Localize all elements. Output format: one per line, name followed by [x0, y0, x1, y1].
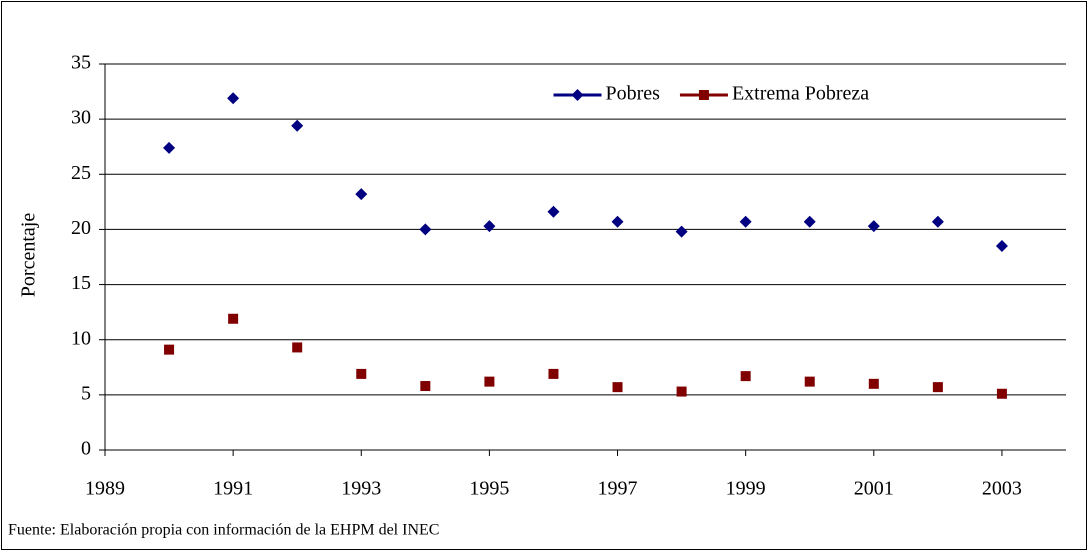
marker [355, 188, 368, 201]
marker [291, 119, 304, 132]
marker [675, 225, 688, 238]
marker [867, 220, 880, 233]
y-tick-label: 0 [81, 438, 91, 460]
y-axis-title: Porcentaje [18, 213, 40, 298]
source-note: Fuente: Elaboración propia con informaci… [8, 522, 439, 539]
marker [698, 90, 709, 100]
y-tick-label: 25 [71, 162, 91, 184]
x-tick-label: 1995 [469, 478, 509, 500]
legend-label: Pobres [606, 83, 661, 105]
x-tick-label: 1991 [213, 478, 253, 500]
marker [932, 382, 943, 393]
marker [228, 313, 239, 324]
x-tick-label: 1993 [341, 478, 381, 500]
x-tick-label: 2001 [854, 478, 894, 500]
y-tick-label: 35 [71, 52, 91, 74]
y-tick-label: 30 [71, 107, 91, 129]
y-tick-label: 15 [71, 272, 91, 294]
marker [292, 342, 303, 353]
y-tick-label: 5 [81, 382, 91, 404]
marker [356, 368, 367, 379]
marker [420, 381, 431, 392]
marker [739, 215, 752, 228]
x-tick-label: 1989 [85, 478, 125, 500]
marker [995, 239, 1008, 252]
y-tick-label: 20 [71, 217, 91, 239]
x-tick-label: 2003 [982, 478, 1022, 500]
marker [804, 376, 815, 387]
marker [484, 376, 495, 387]
marker [803, 215, 816, 228]
x-tick-label: 1997 [598, 478, 638, 500]
marker [571, 89, 584, 101]
marker [612, 382, 623, 393]
marker [164, 344, 175, 355]
marker [931, 215, 944, 228]
legend-label: Extrema Pobreza [732, 83, 869, 105]
marker [740, 371, 751, 382]
marker [548, 368, 559, 379]
x-tick-label: 1999 [726, 478, 766, 500]
marker [547, 205, 560, 218]
marker [419, 223, 432, 236]
marker [483, 220, 496, 233]
marker [676, 386, 687, 397]
marker [996, 388, 1007, 399]
y-tick-label: 10 [71, 327, 91, 349]
marker [868, 378, 879, 389]
marker [227, 92, 240, 105]
marker [163, 141, 176, 154]
marker [611, 215, 624, 228]
